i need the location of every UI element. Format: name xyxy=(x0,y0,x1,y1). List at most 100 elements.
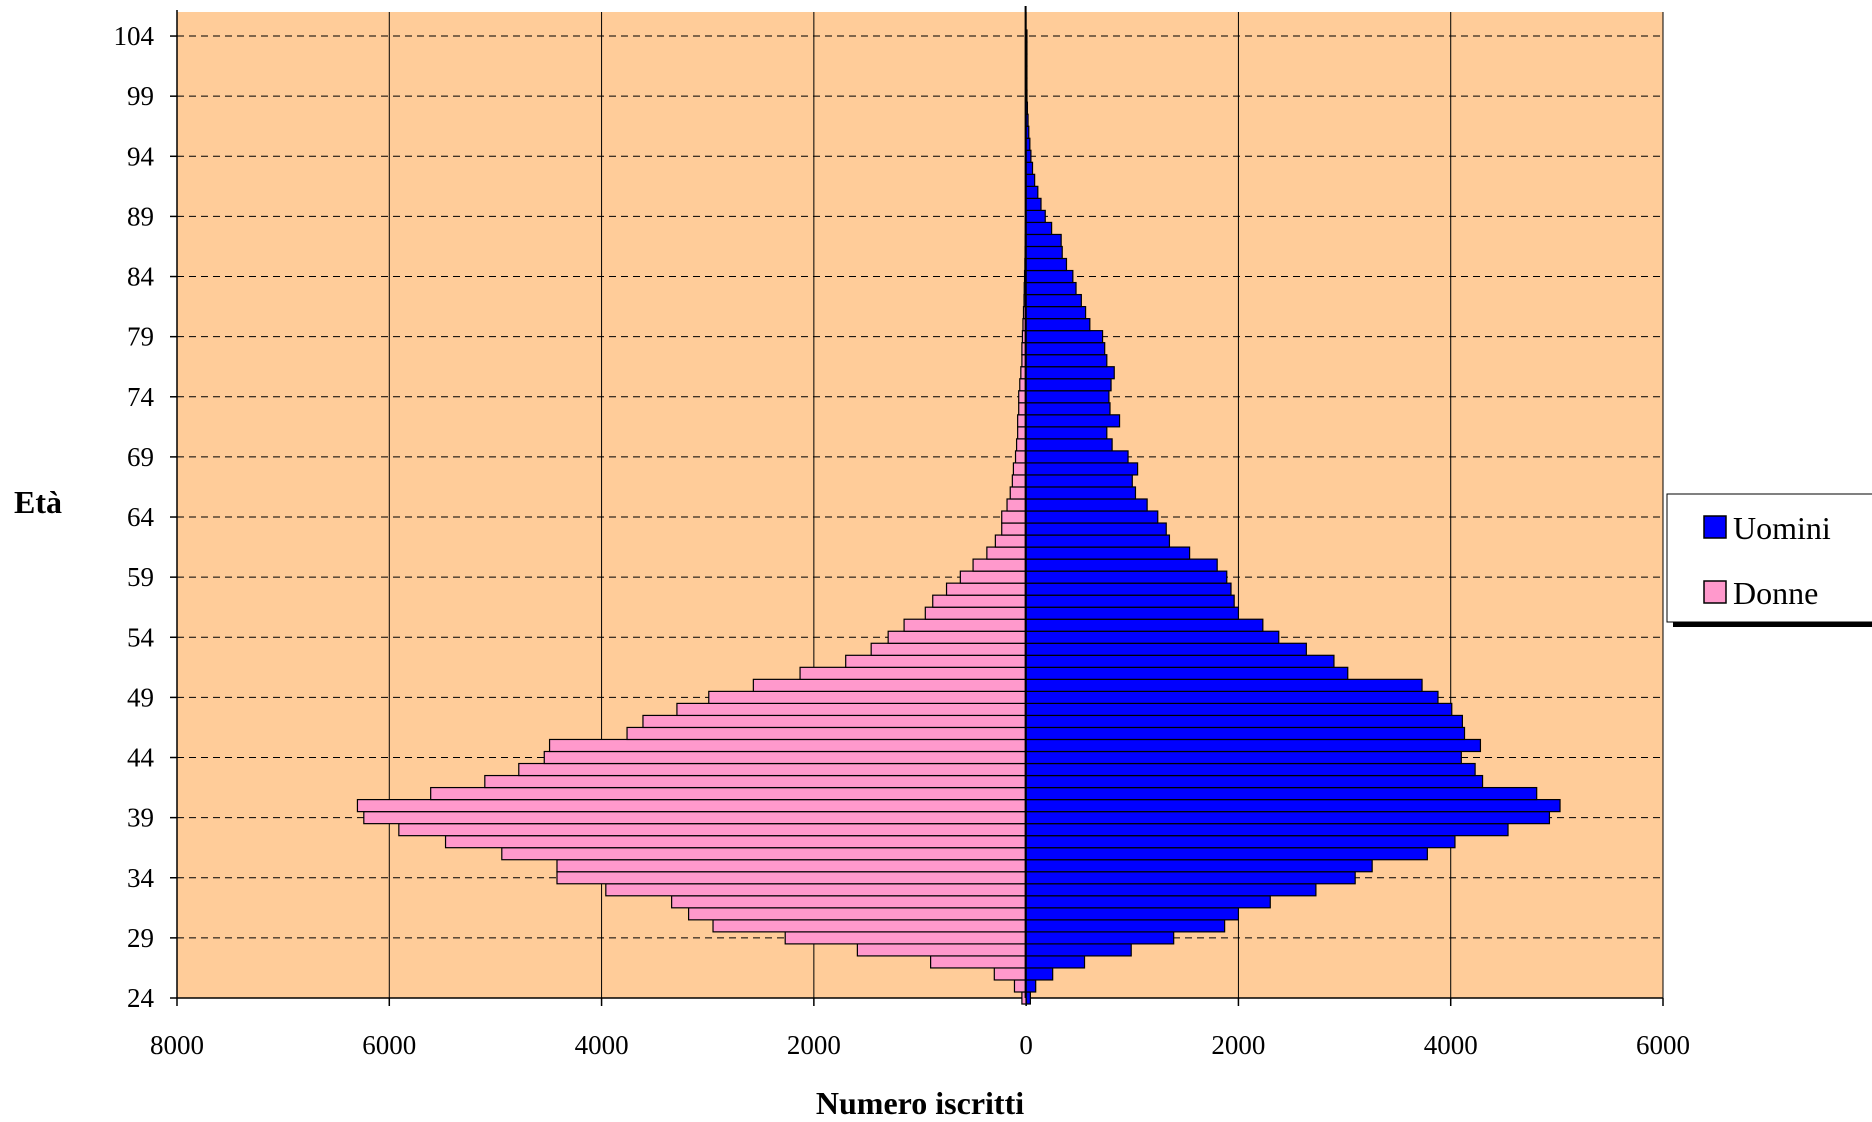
bar-uomini-79 xyxy=(1025,330,1104,344)
bar-uomini-56 xyxy=(1025,606,1240,620)
bar-uomini-95 xyxy=(1025,137,1031,151)
bar-uomini-89 xyxy=(1025,209,1046,224)
bar-donne-43 xyxy=(518,762,1027,777)
bar-donne-38 xyxy=(398,823,1027,837)
bar-donne-55 xyxy=(903,618,1027,632)
bar-uomini-27 xyxy=(1025,955,1086,969)
bar-donne-51 xyxy=(799,666,1027,680)
bar-donne-40 xyxy=(356,798,1027,813)
bar-uomini-33 xyxy=(1025,883,1317,897)
legend-box xyxy=(1666,493,1872,623)
bar-uomini-38 xyxy=(1025,823,1509,837)
bar-uomini-70 xyxy=(1025,438,1113,452)
bar-uomini-54 xyxy=(1025,630,1280,644)
bar-donne-49 xyxy=(708,690,1027,705)
bar-donne-61 xyxy=(986,546,1027,560)
x-tick-label: 6000 xyxy=(362,1030,416,1060)
y-tick-label: 64 xyxy=(127,502,155,532)
bar-uomini-65 xyxy=(1025,498,1148,512)
bar-donne-39 xyxy=(363,811,1027,825)
bar-donne-27 xyxy=(930,955,1027,969)
x-tick-label: 6000 xyxy=(1636,1030,1690,1060)
bar-uomini-71 xyxy=(1025,426,1108,440)
bar-uomini-83 xyxy=(1025,281,1077,296)
bar-donne-44 xyxy=(543,750,1027,765)
bar-uomini-46 xyxy=(1025,726,1466,741)
bar-donne-57 xyxy=(932,594,1027,608)
bar-uomini-48 xyxy=(1025,702,1453,717)
bar-uomini-66 xyxy=(1025,486,1137,500)
bar-donne-52 xyxy=(845,654,1027,668)
bar-uomini-53 xyxy=(1025,642,1307,656)
bar-donne-69 xyxy=(1014,450,1027,464)
bar-uomini-63 xyxy=(1025,522,1167,536)
x-tick-label: 2000 xyxy=(787,1030,841,1060)
bar-uomini-55 xyxy=(1025,618,1264,632)
series-uomini-bars xyxy=(1025,29,1561,1005)
x-tick-label: 4000 xyxy=(1424,1030,1478,1060)
bar-uomini-64 xyxy=(1025,510,1159,524)
bar-donne-66 xyxy=(1009,486,1027,500)
bar-uomini-57 xyxy=(1025,594,1235,608)
legend: Uomini Donne xyxy=(1666,493,1872,627)
bar-donne-37 xyxy=(444,835,1027,849)
y-tick-label: 29 xyxy=(127,923,154,953)
bar-donne-35 xyxy=(556,859,1027,873)
bar-uomini-93 xyxy=(1025,161,1034,175)
bar-uomini-72 xyxy=(1025,414,1121,428)
bar-uomini-88 xyxy=(1025,221,1053,236)
legend-label-uomini: Uomini xyxy=(1733,510,1831,546)
bar-uomini-74 xyxy=(1025,390,1110,404)
x-tick-labels: 8000 6000 4000 2000 0 2000 4000 6000 xyxy=(150,998,1690,1060)
bar-donne-50 xyxy=(752,678,1027,692)
bar-uomini-73 xyxy=(1025,402,1111,416)
bar-donne-41 xyxy=(430,786,1027,801)
bar-donne-56 xyxy=(924,606,1027,620)
bar-uomini-94 xyxy=(1025,149,1032,163)
bar-uomini-44 xyxy=(1025,750,1462,765)
bar-uomini-30 xyxy=(1025,919,1226,933)
bar-uomini-87 xyxy=(1025,233,1062,248)
bar-donne-60 xyxy=(972,558,1027,572)
y-tick-label: 54 xyxy=(127,622,155,652)
y-tick-label: 69 xyxy=(127,442,154,472)
bar-uomini-34 xyxy=(1025,871,1356,885)
bar-uomini-43 xyxy=(1025,762,1476,777)
bar-donne-68 xyxy=(1012,462,1027,476)
bar-donne-36 xyxy=(501,847,1027,861)
y-tick-label: 59 xyxy=(127,562,154,592)
bar-donne-48 xyxy=(676,702,1027,717)
bar-donne-25 xyxy=(1013,979,1027,993)
bar-uomini-28 xyxy=(1025,943,1132,957)
bar-uomini-31 xyxy=(1025,907,1240,921)
bar-uomini-39 xyxy=(1025,811,1551,825)
bar-donne-47 xyxy=(642,714,1027,729)
bar-uomini-58 xyxy=(1025,582,1232,596)
bar-uomini-49 xyxy=(1025,690,1439,705)
bar-donne-64 xyxy=(1001,510,1027,524)
bar-uomini-91 xyxy=(1025,185,1039,199)
bar-donne-54 xyxy=(887,630,1027,644)
legend-label-donne: Donne xyxy=(1733,575,1818,611)
y-tick-label: 104 xyxy=(114,21,155,51)
y-axis-title: Età xyxy=(14,484,62,520)
bar-uomini-69 xyxy=(1025,450,1129,464)
bar-donne-34 xyxy=(556,871,1027,885)
y-tick-label: 24 xyxy=(127,983,155,1013)
y-tick-labels: 104 99 94 89 84 79 74 69 64 59 54 49 44 39 34 29 24 xyxy=(114,21,177,1013)
bar-uomini-32 xyxy=(1025,895,1271,909)
y-tick-label: 94 xyxy=(127,141,155,171)
bar-donne-26 xyxy=(993,967,1027,981)
bar-donne-32 xyxy=(671,895,1027,909)
bar-uomini-29 xyxy=(1025,931,1175,945)
x-tick-label: 0 xyxy=(1019,1030,1033,1060)
bar-uomini-52 xyxy=(1025,654,1335,668)
bar-donne-33 xyxy=(605,883,1027,897)
bar-donne-58 xyxy=(945,582,1027,596)
bar-uomini-76 xyxy=(1025,366,1115,380)
bar-uomini-84 xyxy=(1025,269,1074,284)
bar-uomini-81 xyxy=(1025,305,1087,320)
bar-uomini-90 xyxy=(1025,197,1042,212)
x-tick-label: 8000 xyxy=(150,1030,204,1060)
